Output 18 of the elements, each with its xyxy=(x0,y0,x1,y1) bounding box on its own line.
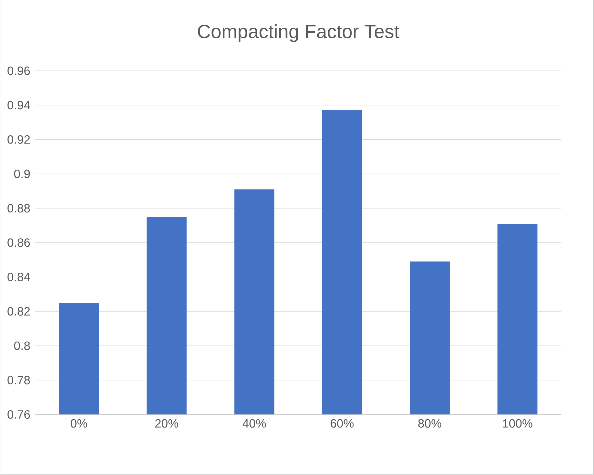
x-tick-label: 100% xyxy=(503,419,533,428)
y-tick-label: 0.82 xyxy=(8,307,30,316)
x-tick-label: 0% xyxy=(70,419,88,428)
y-tick-label: 0.92 xyxy=(8,135,30,144)
chart-title: Compacting Factor Test xyxy=(198,24,400,42)
x-tick-label: 60% xyxy=(330,419,354,428)
y-tick-label: 0.76 xyxy=(8,410,30,419)
x-tick-label: 80% xyxy=(418,419,442,428)
x-tick-label: 20% xyxy=(156,419,178,428)
y-tick-label: 0.86 xyxy=(8,238,30,248)
y-tick-label: 0.84 xyxy=(8,272,30,282)
y-tick-label: 0.88 xyxy=(8,204,30,213)
y-tick-label: 0.9 xyxy=(14,170,30,178)
x-tick-label: 40% xyxy=(242,419,266,428)
y-tick-label: 0.96 xyxy=(8,66,30,76)
y-tick-label: 0.94 xyxy=(8,101,30,110)
y-tick-label: 0.8 xyxy=(14,342,30,350)
y-tick-label: 0.78 xyxy=(8,376,30,385)
